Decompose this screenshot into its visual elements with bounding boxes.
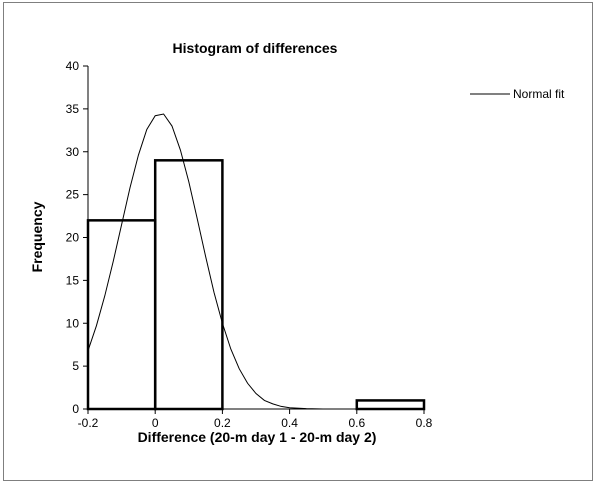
x-tick-label: 0.4: [281, 416, 298, 430]
x-tick-label: 0.8: [416, 416, 433, 430]
y-tick-label: 40: [66, 59, 80, 73]
y-axis-ticks: 0 5 10 15 20 25 30 35 40: [66, 59, 88, 416]
legend-label-normal-fit: Normal fit: [513, 87, 565, 101]
y-tick-label: 10: [66, 316, 80, 330]
histogram-bars: [86, 159, 426, 411]
x-axis-ticks: -0.2 0 0.2 0.4 0.6 0.8: [78, 409, 433, 430]
x-tick-label: 0.2: [214, 416, 231, 430]
x-tick-label: 0: [152, 416, 159, 430]
legend: Normal fit: [470, 87, 565, 101]
histogram-bar-0: [86, 219, 157, 411]
y-tick-label: 25: [66, 188, 80, 202]
x-tick-label: 0.6: [348, 416, 365, 430]
y-axis-title: Frequency: [29, 201, 45, 272]
x-axis-title: Difference (20-m day 1 - 20-m day 2): [138, 429, 377, 445]
y-tick-label: 20: [66, 231, 80, 245]
normal-fit-line: [87, 113, 424, 410]
y-tick-label: 0: [72, 402, 79, 416]
y-tick-label: 5: [72, 359, 79, 373]
y-tick-label: 15: [66, 273, 80, 287]
histogram-bar-4: [355, 399, 426, 411]
y-tick-label: 30: [66, 145, 80, 159]
y-tick-label: 35: [66, 102, 80, 116]
chart-frame: [3, 2, 593, 481]
x-tick-label: -0.2: [78, 416, 99, 430]
chart-title: Histogram of differences: [173, 40, 338, 56]
